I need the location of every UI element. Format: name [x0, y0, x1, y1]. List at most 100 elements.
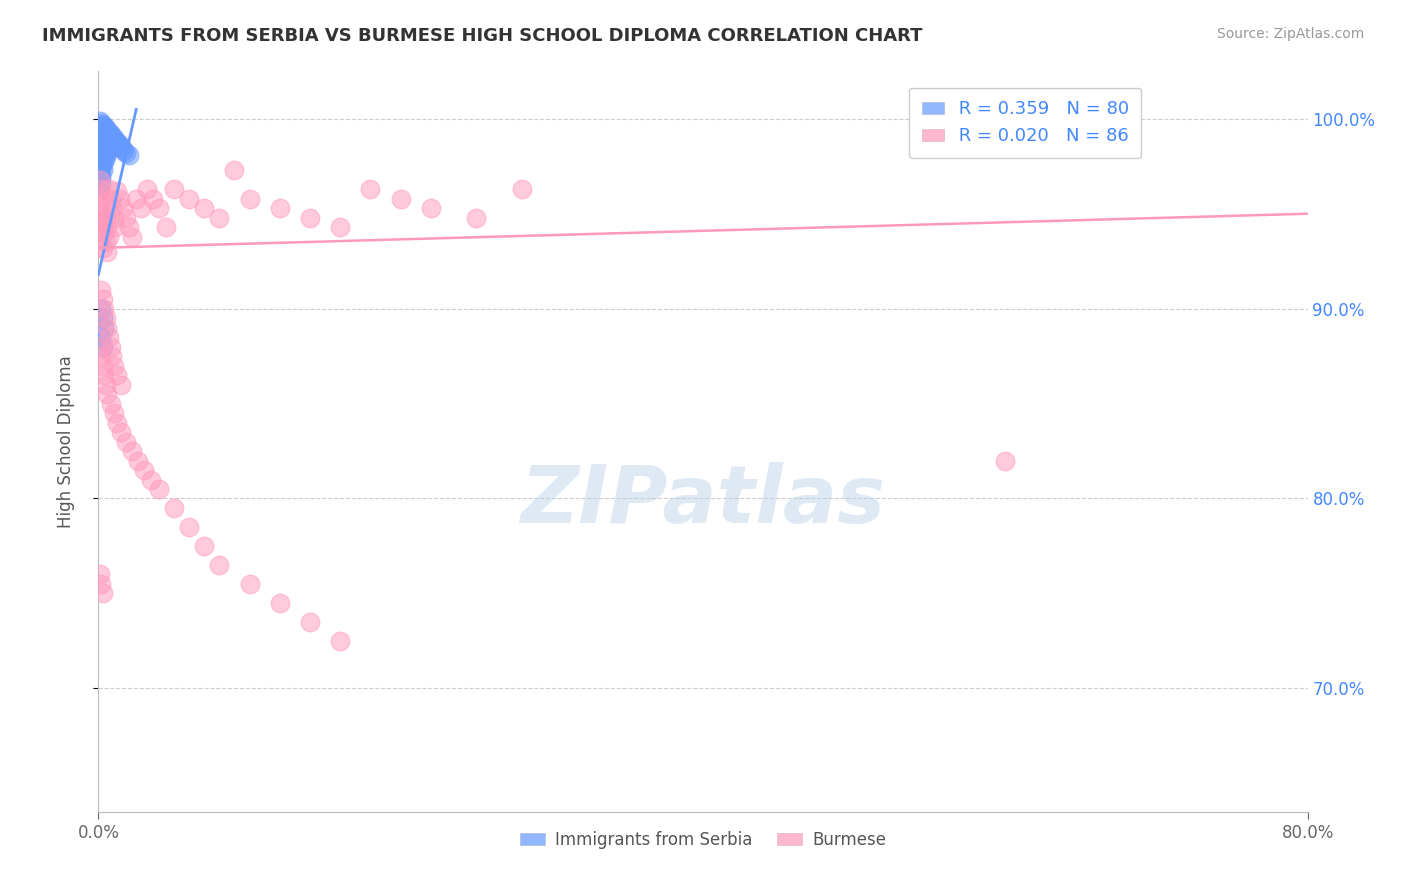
Point — [91, 359, 114, 373]
Point — [91, 128, 114, 143]
Point — [510, 182, 533, 196]
Point — [135, 182, 157, 196]
Point — [329, 633, 352, 648]
Point — [108, 138, 131, 153]
Point — [93, 368, 115, 383]
Point — [208, 211, 231, 225]
Point — [129, 201, 152, 215]
Point — [269, 201, 291, 215]
Point — [96, 320, 118, 334]
Point — [94, 150, 117, 164]
Point — [125, 192, 148, 206]
Point — [193, 539, 215, 553]
Point — [98, 229, 121, 244]
Point — [90, 330, 112, 344]
Point — [91, 157, 114, 171]
Point — [89, 567, 111, 582]
Point — [105, 135, 128, 149]
Point — [93, 201, 115, 215]
Point — [114, 434, 136, 449]
Point — [94, 133, 117, 147]
Point — [90, 349, 112, 363]
Text: IMMIGRANTS FROM SERBIA VS BURMESE HIGH SCHOOL DIPLOMA CORRELATION CHART: IMMIGRANTS FROM SERBIA VS BURMESE HIGH S… — [42, 27, 922, 45]
Text: ZIPatlas: ZIPatlas — [520, 462, 886, 540]
Point — [98, 125, 121, 139]
Point — [91, 118, 114, 132]
Point — [90, 136, 112, 151]
Point — [87, 153, 110, 168]
Point — [111, 201, 134, 215]
Point — [91, 152, 114, 166]
Point — [269, 596, 291, 610]
Point — [98, 136, 121, 151]
Point — [193, 201, 215, 215]
Point — [90, 125, 112, 139]
Point — [91, 241, 114, 255]
Point — [118, 148, 141, 162]
Point — [105, 368, 128, 383]
Point — [89, 146, 111, 161]
Point — [89, 174, 111, 188]
Point — [163, 182, 186, 196]
Point — [94, 311, 117, 326]
Point — [90, 177, 112, 191]
Point — [100, 192, 122, 206]
Point — [89, 163, 111, 178]
Point — [100, 396, 122, 410]
Point — [96, 244, 118, 259]
Point — [89, 340, 111, 354]
Point — [91, 292, 114, 306]
Point — [90, 182, 112, 196]
Point — [111, 142, 134, 156]
Point — [94, 138, 117, 153]
Point — [179, 192, 201, 206]
Point — [89, 118, 111, 132]
Point — [89, 128, 111, 143]
Point — [98, 330, 121, 344]
Point — [107, 136, 129, 151]
Point — [110, 140, 132, 154]
Point — [96, 146, 118, 161]
Point — [93, 125, 115, 139]
Point — [96, 135, 118, 149]
Point — [465, 211, 488, 225]
Point — [93, 120, 115, 134]
Point — [114, 211, 136, 225]
Point — [299, 615, 322, 629]
Point — [94, 235, 117, 250]
Point — [96, 220, 118, 235]
Point — [101, 349, 124, 363]
Point — [96, 123, 118, 137]
Point — [93, 320, 115, 334]
Point — [90, 148, 112, 162]
Point — [94, 144, 117, 158]
Point — [89, 152, 111, 166]
Point — [89, 169, 111, 183]
Point — [389, 192, 412, 206]
Point — [299, 211, 322, 225]
Point — [105, 184, 128, 198]
Point — [91, 192, 114, 206]
Point — [148, 482, 170, 496]
Point — [101, 201, 124, 215]
Text: Source: ZipAtlas.com: Source: ZipAtlas.com — [1216, 27, 1364, 41]
Point — [103, 211, 125, 225]
Point — [360, 182, 382, 196]
Point — [148, 201, 170, 215]
Point — [98, 130, 121, 145]
Point — [89, 216, 111, 230]
Point — [100, 138, 122, 153]
Point — [91, 163, 114, 178]
Point — [93, 153, 115, 168]
Point — [104, 220, 127, 235]
Point — [90, 142, 112, 156]
Point — [89, 180, 111, 194]
Point — [91, 586, 114, 600]
Point — [94, 377, 117, 392]
Point — [93, 142, 115, 156]
Point — [91, 146, 114, 161]
Point — [103, 406, 125, 420]
Point — [89, 172, 111, 186]
Point — [96, 128, 118, 143]
Point — [239, 192, 262, 206]
